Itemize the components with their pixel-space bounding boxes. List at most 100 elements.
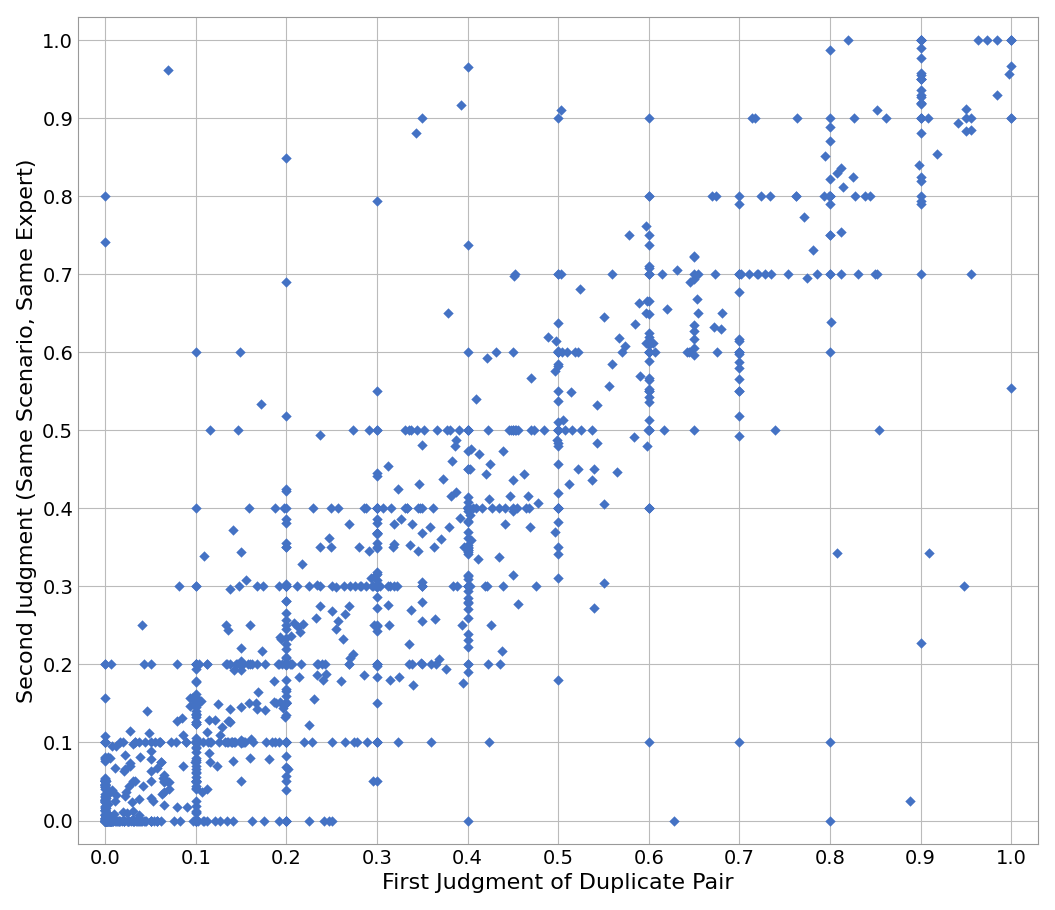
- Point: [97, 814, 114, 828]
- Point: [761, 189, 778, 204]
- Point: [162, 735, 179, 750]
- Point: [181, 698, 198, 713]
- Point: [188, 501, 205, 516]
- Point: [311, 599, 328, 613]
- Point: [97, 814, 114, 828]
- Point: [188, 690, 205, 704]
- Point: [459, 501, 476, 516]
- Point: [822, 189, 839, 204]
- Point: [149, 814, 166, 828]
- Point: [212, 728, 229, 743]
- Point: [279, 707, 295, 722]
- Point: [229, 423, 246, 438]
- Point: [279, 735, 295, 750]
- Point: [356, 667, 372, 682]
- Point: [506, 423, 523, 438]
- Point: [279, 594, 295, 609]
- Point: [780, 267, 797, 281]
- Point: [869, 267, 886, 281]
- Point: [401, 657, 418, 672]
- Point: [795, 209, 812, 224]
- Point: [173, 711, 190, 725]
- Point: [640, 326, 657, 340]
- Point: [459, 602, 476, 616]
- Point: [279, 579, 295, 593]
- Point: [447, 433, 464, 448]
- Point: [123, 795, 140, 810]
- Point: [368, 619, 385, 633]
- Point: [459, 546, 476, 561]
- Point: [345, 423, 362, 438]
- Point: [368, 579, 385, 593]
- Point: [132, 814, 149, 828]
- Point: [386, 579, 403, 593]
- Point: [913, 170, 929, 185]
- Point: [686, 271, 703, 286]
- Point: [459, 444, 476, 459]
- Point: [225, 753, 242, 768]
- Point: [483, 501, 500, 516]
- Point: [645, 336, 661, 350]
- Point: [279, 579, 295, 593]
- Point: [573, 423, 590, 438]
- Point: [222, 582, 238, 597]
- Point: [99, 814, 116, 828]
- Point: [337, 735, 353, 750]
- Point: [156, 774, 173, 789]
- Point: [223, 735, 239, 750]
- Point: [731, 267, 748, 281]
- Point: [731, 197, 748, 211]
- Point: [414, 575, 430, 590]
- Point: [174, 728, 191, 743]
- Point: [236, 735, 253, 750]
- Point: [254, 579, 271, 593]
- Point: [731, 410, 748, 424]
- Point: [356, 501, 372, 516]
- Point: [686, 324, 703, 339]
- Point: [97, 810, 114, 824]
- Point: [334, 632, 351, 646]
- Point: [137, 735, 154, 750]
- Point: [315, 814, 332, 828]
- Point: [368, 423, 385, 438]
- Point: [481, 735, 498, 750]
- Point: [102, 814, 119, 828]
- Point: [103, 739, 120, 753]
- Point: [225, 523, 242, 538]
- Point: [97, 793, 114, 807]
- Point: [491, 550, 507, 564]
- Point: [462, 533, 479, 548]
- Point: [913, 194, 929, 208]
- Point: [121, 779, 138, 794]
- Point: [553, 103, 570, 117]
- Point: [97, 814, 114, 828]
- Point: [459, 423, 476, 438]
- Point: [257, 735, 274, 750]
- Point: [97, 814, 114, 828]
- Point: [280, 762, 296, 776]
- Point: [252, 397, 269, 411]
- Point: [122, 814, 139, 828]
- Point: [97, 691, 114, 705]
- Point: [913, 72, 929, 86]
- Point: [459, 640, 476, 654]
- Point: [380, 459, 397, 473]
- Point: [397, 501, 414, 516]
- Point: [97, 189, 114, 204]
- Point: [124, 774, 141, 789]
- Point: [97, 735, 114, 750]
- Point: [731, 345, 748, 359]
- Point: [142, 814, 159, 828]
- Point: [347, 579, 364, 593]
- Point: [101, 814, 118, 828]
- Point: [279, 657, 295, 672]
- Point: [97, 773, 114, 787]
- Point: [97, 776, 114, 791]
- Point: [448, 579, 465, 593]
- Point: [134, 618, 151, 632]
- Point: [97, 780, 114, 794]
- Point: [279, 657, 295, 672]
- Point: [422, 735, 439, 750]
- Point: [913, 33, 929, 47]
- Point: [112, 735, 129, 750]
